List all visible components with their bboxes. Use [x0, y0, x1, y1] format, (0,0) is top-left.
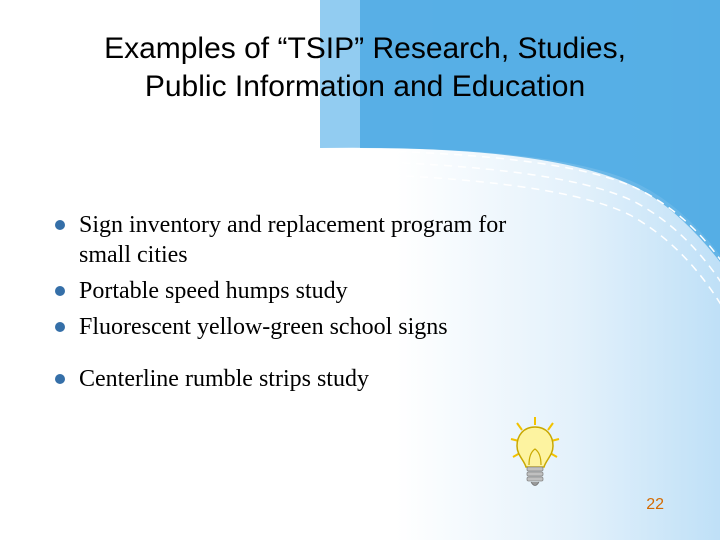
page-number: 22	[646, 496, 664, 514]
bullet-text: Portable speed humps study	[79, 278, 348, 304]
slide: Examples of “TSIP” Research, Studies, Pu…	[0, 0, 720, 540]
bullet-text: Fluorescent yellow-green school signs	[79, 314, 448, 340]
title-line-1: Examples of “TSIP” Research, Studies,	[104, 32, 626, 65]
bullet-item: Sign inventory and replacement program f…	[55, 210, 515, 270]
bullet-item: Centerline rumble strips study	[55, 364, 515, 394]
bullet-text: Centerline rumble strips study	[79, 366, 369, 392]
bullet-item: Fluorescent yellow-green school signs	[55, 312, 515, 342]
bullet-list: Sign inventory and replacement program f…	[55, 210, 515, 400]
lightbulb-icon	[505, 415, 565, 495]
bullet-text: Sign inventory and replacement program f…	[79, 212, 506, 268]
bullet-item: Portable speed humps study	[55, 276, 515, 306]
slide-title: Examples of “TSIP” Research, Studies, Pu…	[40, 30, 690, 105]
title-line-2: Public Information and Education	[145, 70, 585, 103]
